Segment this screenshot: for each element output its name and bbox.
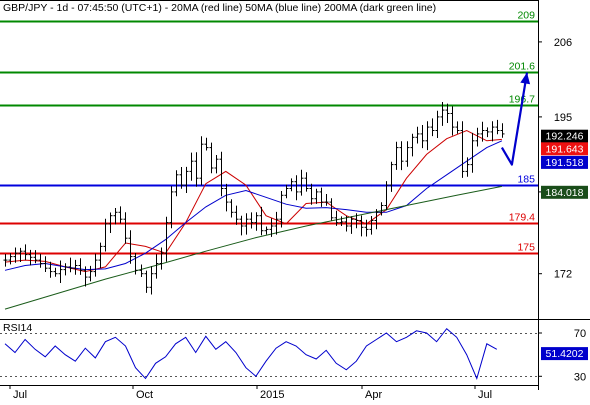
chart-title: GBP/JPY - 1d - 07:45:50 (UTC+1) - 20MA (… <box>3 2 436 14</box>
price-badge-label: 192.246 <box>546 131 584 143</box>
price-badge <box>541 185 588 199</box>
price-badge <box>541 155 588 169</box>
level-label: 201.6 <box>509 61 535 73</box>
x-axis-tick-label: 2015 <box>260 389 284 400</box>
price-badge-label: 191.518 <box>546 157 584 169</box>
level-label: 179.4 <box>509 212 535 224</box>
x-axis-tick-label: Apr <box>365 389 382 400</box>
rsi-axis-tick-label: 70 <box>574 328 586 340</box>
x-axis-tick-label: Jul <box>478 389 492 400</box>
price-axis-tick-label: 172 <box>554 269 572 281</box>
rsi-layer: 70 30 51.4202 <box>0 327 588 383</box>
ma-line-200ma <box>4 185 502 310</box>
rsi-current-badge <box>541 347 588 361</box>
ma-line-50ma <box>4 140 503 271</box>
price-badge <box>541 142 588 156</box>
rsi-line <box>4 327 498 380</box>
x-axis-tick-label: Oct <box>136 389 153 400</box>
projection-arrowhead <box>520 72 531 85</box>
level-label: 175 <box>517 242 535 254</box>
projection-line <box>500 72 529 166</box>
rsi-title: RSI14 <box>3 322 32 334</box>
level-label: 185 <box>517 174 535 186</box>
x-axis-tick-label: Jul <box>13 389 27 400</box>
moving-averages-layer <box>4 129 503 310</box>
price-axis-tick-label: 206 <box>554 37 572 49</box>
rsi-current-label: 51.4202 <box>546 348 584 360</box>
price-bars-layer <box>3 102 505 295</box>
price-badge-label: 184.018 <box>546 187 584 199</box>
price-badge <box>541 129 588 143</box>
ma-line-20ma <box>4 129 502 273</box>
projection-layer <box>500 72 531 166</box>
price-badge-label: 191.643 <box>546 143 584 155</box>
price-axis-tick-label: 195 <box>554 112 572 124</box>
x-axis-layer: Jul Oct 2015 Apr Jul <box>9 385 492 401</box>
rsi-axis-tick-label: 30 <box>574 371 586 383</box>
level-label: 209 <box>517 10 535 22</box>
